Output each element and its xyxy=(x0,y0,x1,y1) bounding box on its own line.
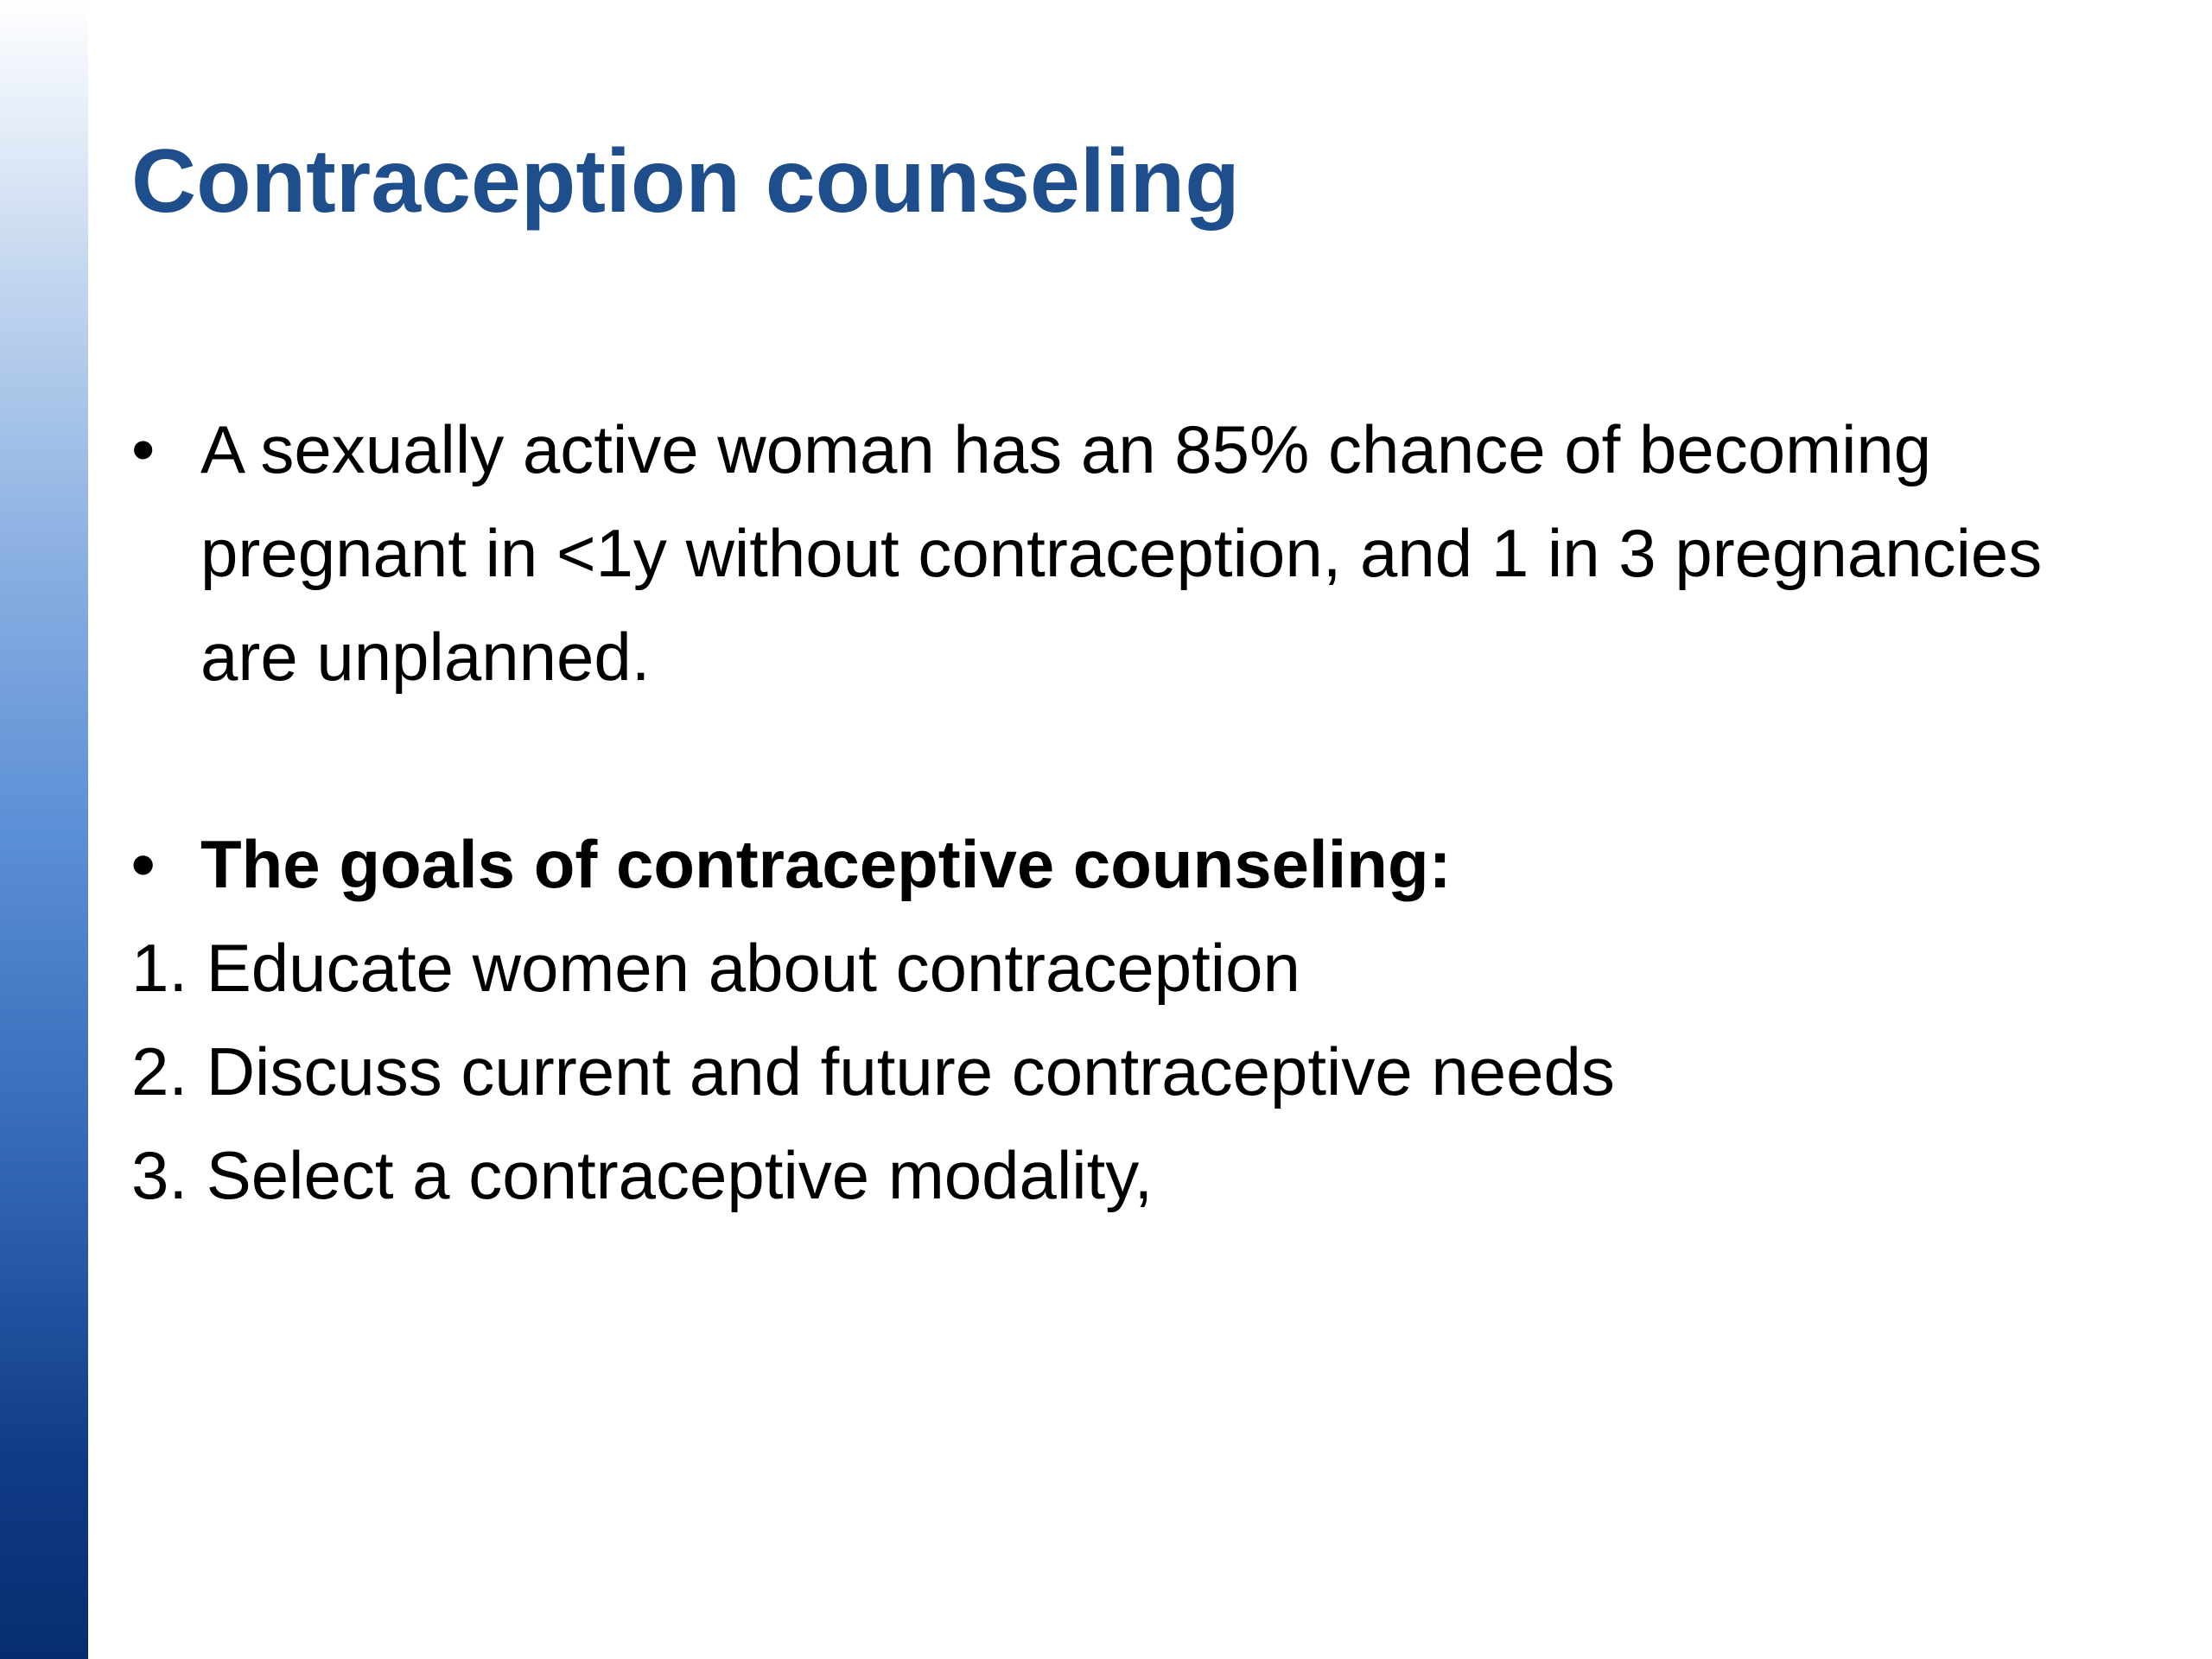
bullet-text: A sexually active woman has an 85% chanc… xyxy=(200,411,2043,695)
bullet-text: The goals of contraceptive counseling: xyxy=(200,826,1452,902)
slide-title: Contraception counseling xyxy=(131,131,1240,232)
goal-item: 1. Educate women about contraception xyxy=(131,930,1300,1006)
bullet-item: • A sexually active woman has an 85% cha… xyxy=(131,397,2119,709)
bullet-marker: • xyxy=(131,826,156,902)
spacer xyxy=(131,709,2119,812)
bullet-item-goals-heading: • The goals of contraceptive counseling: xyxy=(131,812,2119,916)
goal-item: 2. Discuss current and future contracept… xyxy=(131,1033,1615,1109)
bullet-marker: • xyxy=(131,411,156,487)
sidebar-gradient-bar xyxy=(0,0,88,1659)
slide-body: • A sexually active woman has an 85% cha… xyxy=(131,397,2119,1227)
goal-item: 3. Select a contraceptive modality, xyxy=(131,1137,1154,1213)
